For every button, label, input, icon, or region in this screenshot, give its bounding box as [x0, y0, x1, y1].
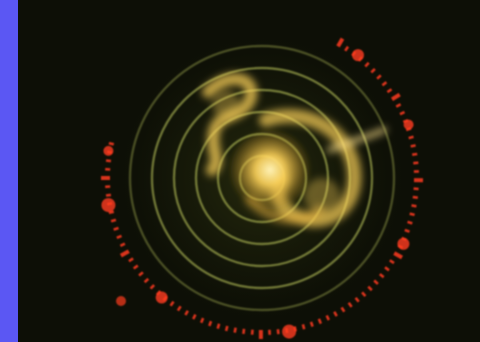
- bezel-tick: [143, 277, 150, 284]
- bezel-tick: [116, 234, 122, 240]
- bezel-tick: [309, 321, 314, 328]
- range-ring: [128, 44, 396, 312]
- bezel-tick: [333, 311, 338, 317]
- bezel-marker: [397, 237, 410, 250]
- bezel-tick: [108, 141, 115, 146]
- bezel-tick: [364, 61, 370, 68]
- bezel-tick: [149, 284, 156, 290]
- range-ring: [150, 66, 374, 290]
- bezel-tick: [378, 273, 385, 279]
- bezel-tick: [340, 306, 346, 313]
- bezel-tick: [367, 285, 373, 292]
- bezel-tick: [411, 204, 417, 208]
- echo-core: [228, 128, 312, 212]
- bezel-tick: [105, 159, 112, 163]
- bezel-tick: [361, 291, 367, 297]
- range-ring: [194, 110, 330, 246]
- bezel-tick: [376, 74, 382, 80]
- bezel-tick: [412, 195, 418, 199]
- bezel-tick: [393, 251, 403, 260]
- side-bar: [0, 0, 18, 342]
- bezel-marker: [103, 145, 114, 156]
- bezel-tick: [381, 81, 388, 87]
- bezel-tick: [347, 302, 353, 308]
- bezel-tick: [199, 317, 205, 324]
- bezel-tick: [138, 271, 144, 277]
- bezel-tick: [412, 152, 418, 156]
- radar-photo: [18, 0, 480, 342]
- bezel-tick: [354, 296, 360, 303]
- bezel-tick: [389, 259, 395, 265]
- bezel-tick: [301, 324, 306, 330]
- bezel-marker: [352, 49, 364, 62]
- bezel-tick: [176, 305, 182, 312]
- bezel-tick: [169, 300, 175, 307]
- bezel-tick: [110, 218, 117, 223]
- bezel-tick: [404, 228, 410, 233]
- bezel-tick: [108, 210, 115, 215]
- bezel-tick: [224, 325, 229, 332]
- bezel-tick: [410, 144, 416, 148]
- bezel-tick: [132, 264, 139, 270]
- bezel-tick: [233, 327, 237, 333]
- bezel-tick: [113, 226, 119, 231]
- bezel-tick: [386, 88, 393, 94]
- bezel-tick: [395, 103, 402, 108]
- bezel-tick: [344, 45, 350, 52]
- bezel-tick: [184, 310, 189, 316]
- bezel-tick: [370, 67, 376, 74]
- bezel-tick: [317, 318, 323, 325]
- bezel-tick: [407, 220, 413, 225]
- echo-cell: [304, 178, 340, 214]
- bezel-tick: [119, 249, 130, 258]
- echo-cell: [212, 90, 240, 118]
- bezel-tick: [413, 161, 419, 165]
- bezel-tick: [242, 328, 246, 335]
- bezel-marker: [101, 198, 116, 213]
- bezel-tick: [119, 242, 126, 247]
- bezel-tick: [325, 314, 330, 321]
- bezel-tick: [216, 323, 221, 329]
- bezel-tick: [128, 257, 134, 263]
- bezel-marker: [403, 119, 414, 130]
- bezel-tick: [373, 279, 379, 285]
- bezel-tick: [192, 314, 197, 320]
- bezel-tick: [208, 320, 213, 327]
- bezel-tick: [408, 135, 414, 140]
- bezel-tick: [276, 329, 280, 335]
- indicator-dot: [116, 296, 126, 306]
- bezel-tick: [409, 212, 415, 217]
- bezel-tick: [336, 37, 345, 48]
- bezel-tick: [399, 110, 406, 116]
- bezel-marker: [155, 291, 168, 304]
- bezel-tick: [105, 193, 112, 197]
- radar-scope-illustration: [18, 0, 480, 342]
- bezel-tick: [390, 92, 401, 102]
- bezel-marks: [101, 37, 424, 339]
- bezel-tick: [384, 266, 390, 272]
- bezel-marker: [282, 324, 297, 339]
